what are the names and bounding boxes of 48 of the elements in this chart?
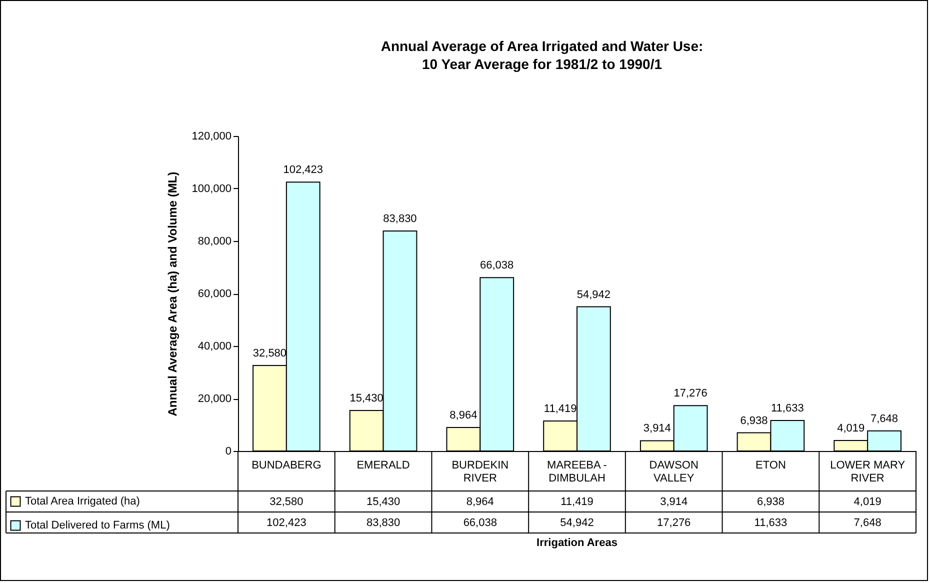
y-axis-title: Annual Average Area (ha) and Volume (ML) — [166, 172, 180, 416]
text: 102,423 — [283, 164, 324, 176]
legend-label: Total Area Irrigated (ha) — [25, 496, 140, 508]
text: 8,964 — [450, 409, 478, 422]
x-tick-label: MAREEBA - DIMBULAH — [547, 460, 608, 484]
text: 4,019 — [837, 422, 865, 434]
chart-title: Annual Average of Area Irrigated and Water Use: — [380, 38, 704, 54]
y-tick-label: 20,000 — [198, 393, 232, 405]
text: 54,942 — [576, 288, 611, 301]
data-label: 6,938 — [756, 496, 784, 508]
text: 11,419 — [544, 403, 577, 416]
y-tick-label: 60,000 — [198, 288, 232, 300]
text: 32,580 — [252, 347, 287, 360]
data-label: 102,423 — [266, 517, 306, 529]
data-label: 66,038 — [463, 517, 497, 529]
text: 17,276 — [674, 388, 708, 400]
data-label: 17,276 — [657, 517, 691, 529]
data-label: 3,914 — [660, 496, 688, 508]
y-tick-label: 120,000 — [192, 130, 232, 142]
y-tick-label: 40,000 — [198, 340, 232, 352]
x-tick-label: BURDEKIN RIVER — [452, 460, 509, 484]
y-tick-label: 0 — [225, 446, 232, 458]
data-label: 32,580 — [270, 496, 304, 508]
text: 3,914 — [643, 422, 671, 435]
text: 66,038 — [480, 260, 514, 272]
data-label: 7,648 — [854, 517, 882, 529]
x-tick-label: EMERALD — [356, 460, 410, 472]
data-label: 8,964 — [466, 496, 494, 508]
y-tick-label: 80,000 — [198, 236, 232, 248]
x-tick-label: LOWER MARY RIVER — [830, 460, 906, 484]
x-tick-label: DAWSON VALLEY — [649, 460, 698, 484]
x-tick-label: BUNDABERG — [252, 460, 322, 472]
text: Irrigation Areas — [536, 537, 618, 549]
text: 15,430 — [350, 392, 384, 404]
text: 83,830 — [383, 212, 417, 225]
text: 11,633 — [771, 402, 804, 414]
chart-subtitle: 10 Year Average for 1981/2 to 1990/1 — [422, 56, 662, 72]
data-label: 11,419 — [560, 496, 594, 508]
data-label: 54,942 — [560, 517, 594, 529]
legend-label: Total Delivered to Farms (ML) — [25, 520, 170, 532]
data-label: 83,830 — [366, 517, 400, 529]
data-label: 4,019 — [854, 496, 882, 508]
data-label: 15,430 — [366, 496, 400, 508]
text: 7,648 — [870, 412, 898, 425]
x-tick-label: ETON — [756, 460, 786, 472]
text: 6,938 — [740, 414, 768, 427]
data-label: 11,633 — [754, 517, 788, 529]
y-tick-label: 100,000 — [192, 183, 232, 195]
